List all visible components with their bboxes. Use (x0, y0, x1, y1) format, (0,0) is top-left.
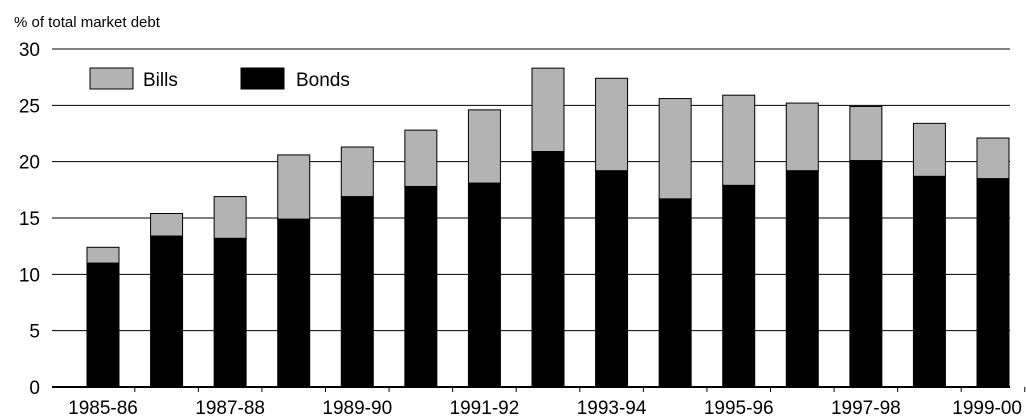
bar-bills-1995-96 (722, 94, 756, 186)
bar-bills-1989-90 (340, 146, 374, 198)
legend-label-bonds: Bonds (296, 70, 350, 91)
y-tick-label: 30 (19, 40, 40, 61)
x-tick-label: 1989-90 (322, 398, 392, 419)
x-tick-label: 1991-92 (450, 398, 520, 419)
bar-bills-1990-91 (404, 129, 438, 187)
x-tick-label: 1997-98 (831, 398, 901, 419)
bar-bonds-1986-87 (150, 235, 184, 388)
legend: Bills Bonds (89, 67, 350, 91)
bar-bills-1993-94 (595, 77, 629, 172)
bar-bonds-1993-94 (595, 170, 629, 388)
x-tick-label: 1993-94 (577, 398, 647, 419)
y-axis-ticks: 0 5 10 15 20 25 30 (19, 40, 40, 399)
y-tick-label: 25 (19, 96, 40, 117)
x-tick-label: 1995-96 (704, 398, 774, 419)
bar-bonds-1987-88 (213, 237, 247, 388)
bar-bonds-1985-86 (86, 262, 120, 388)
x-tick-label: 1999-00 (952, 398, 1022, 419)
bars (86, 67, 1010, 388)
legend-swatch-bonds (240, 67, 285, 90)
x-tick-label: 1987-88 (195, 398, 265, 419)
y-tick-label: 15 (19, 209, 40, 230)
bar-bonds-1992-93 (531, 151, 565, 388)
bar-bills-1985-86 (86, 246, 120, 264)
bar-bonds-1994-95 (658, 198, 692, 388)
y-tick-label: 20 (19, 153, 40, 174)
x-tick-label: 1985-86 (68, 398, 138, 419)
bar-bills-1997-98 (849, 105, 883, 162)
y-tick-label: 0 (29, 378, 40, 399)
bar-bonds-1996-97 (785, 170, 819, 388)
bar-bonds-1999-00 (976, 178, 1010, 388)
bar-bills-1992-93 (531, 67, 565, 153)
bar-bonds-1998-99 (912, 175, 946, 388)
bar-bonds-1988-89 (277, 218, 311, 388)
legend-label-bills: Bills (143, 70, 178, 91)
x-axis-ticks: 1985-86 1987-88 1989-90 1991-92 1993-94 1995-… (68, 387, 1026, 419)
bar-bills-1988-89 (277, 154, 311, 220)
bar-bonds-1990-91 (404, 185, 438, 388)
y-axis-unit-label: % of total market debt (14, 14, 161, 31)
legend-swatch-bills (89, 67, 134, 90)
bar-bills-1996-97 (785, 102, 819, 172)
bar-bills-1991-92 (467, 109, 501, 184)
bar-bonds-1991-92 (467, 182, 501, 388)
bar-bills-1999-00 (976, 137, 1010, 180)
bar-bills-1994-95 (658, 98, 692, 200)
bar-bonds-1995-96 (722, 184, 756, 388)
y-tick-label: 5 (29, 322, 40, 343)
bar-bonds-1997-98 (849, 160, 883, 388)
bar-bills-1998-99 (912, 122, 946, 177)
bar-bonds-1989-90 (340, 196, 374, 388)
bar-bills-1987-88 (213, 196, 247, 239)
bar-bills-1986-87 (150, 212, 184, 237)
y-tick-label: 10 (19, 265, 40, 286)
